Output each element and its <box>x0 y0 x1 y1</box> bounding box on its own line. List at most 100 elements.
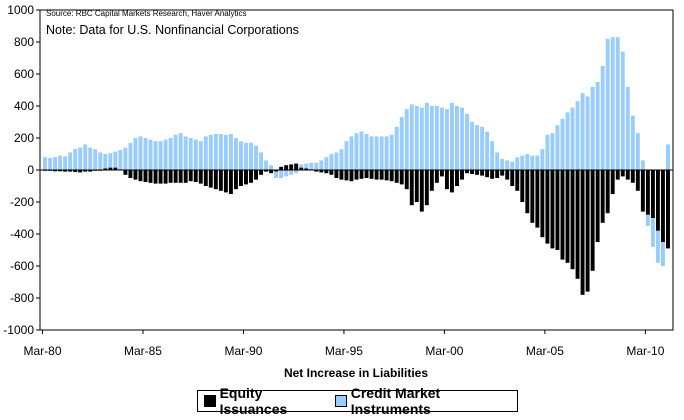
bar-equity-67 <box>379 170 384 180</box>
bar-credit-59 <box>339 149 344 170</box>
y-tick-label: -200 <box>10 195 34 209</box>
bar-equity-47 <box>279 166 284 170</box>
bar-equity-23 <box>158 170 163 184</box>
x-tick-label: Mar-00 <box>425 344 463 358</box>
bar-credit-107 <box>580 93 585 170</box>
bar-equity-30 <box>193 170 198 182</box>
bar-equity-102 <box>555 170 560 250</box>
bar-equity-99 <box>540 170 545 238</box>
bar-credit-81 <box>449 102 454 170</box>
bar-equity-78 <box>434 170 439 183</box>
y-tick-label: 400 <box>14 99 34 113</box>
bar-equity-98 <box>535 170 540 228</box>
bar-credit-9 <box>88 147 93 170</box>
bar-equity-6 <box>73 170 78 172</box>
bar-equity-25 <box>168 170 173 183</box>
data-note: Note: Data for U.S. Nonfinancial Corpora… <box>46 23 299 37</box>
bar-equity-19 <box>138 170 143 182</box>
bar-equity-95 <box>520 170 525 202</box>
bar-equity-4 <box>63 170 68 172</box>
bar-credit-41 <box>249 142 253 170</box>
bar-equity-106 <box>575 170 580 279</box>
y-tick-label: 800 <box>14 35 34 49</box>
bar-credit-52 <box>304 163 309 169</box>
bar-credit-39 <box>238 141 243 170</box>
bar-equity-65 <box>369 170 374 179</box>
bar-credit-57 <box>329 154 334 170</box>
bar-credit-74 <box>414 106 419 170</box>
bar-equity-36 <box>223 170 228 193</box>
bar-equity-104 <box>565 170 570 263</box>
bar-credit-82 <box>455 106 459 170</box>
x-tick-label: Mar-05 <box>526 344 564 358</box>
bar-credit-113 <box>610 37 615 171</box>
bar-credit-66 <box>374 136 379 170</box>
legend-swatch-equity <box>204 395 216 407</box>
bar-equity-118 <box>635 170 640 191</box>
bar-credit-34 <box>213 134 218 170</box>
bar-equity-107 <box>580 170 585 295</box>
bar-equity-31 <box>198 170 203 184</box>
bar-equity-5 <box>68 170 73 172</box>
bar-equity-113 <box>610 170 615 194</box>
x-tick-label: Mar-80 <box>24 344 62 358</box>
bar-equity-41 <box>249 170 253 183</box>
bar-credit-101 <box>550 133 555 170</box>
bar-equity-48 <box>284 165 289 170</box>
bar-equity-44 <box>264 170 269 172</box>
bar-credit-25 <box>168 138 173 170</box>
bar-credit-50 <box>294 170 299 174</box>
y-tick-label: 200 <box>14 131 34 145</box>
bar-credit-67 <box>379 136 384 170</box>
bar-equity-111 <box>600 170 605 223</box>
bar-credit-38 <box>233 138 238 170</box>
bar-credit-22 <box>153 141 158 170</box>
bar-credit-6 <box>73 149 78 170</box>
bar-credit-15 <box>118 150 123 170</box>
bar-credit-75 <box>419 107 424 170</box>
bar-equity-57 <box>329 170 334 175</box>
bar-credit-56 <box>324 157 329 170</box>
bar-credit-20 <box>143 138 148 170</box>
bar-credit-65 <box>369 136 374 170</box>
bar-equity-109 <box>590 170 595 271</box>
bar-equity-77 <box>429 170 434 191</box>
bar-equity-9 <box>88 170 93 172</box>
bar-credit-99 <box>540 149 545 170</box>
bar-equity-79 <box>439 170 444 177</box>
bar-equity-59 <box>339 170 344 180</box>
bar-equity-32 <box>203 170 208 186</box>
bar-credit-35 <box>218 134 223 170</box>
bar-equity-115 <box>620 170 625 177</box>
bar-equity-43 <box>259 170 264 175</box>
bar-equity-74 <box>414 170 419 202</box>
bar-credit-106 <box>575 101 580 170</box>
source-note: Source: RBC Capital Markets Research, Ha… <box>46 9 247 18</box>
bar-credit-28 <box>183 136 188 170</box>
x-axis-label: Net Increase in Liabilities <box>284 366 428 380</box>
bar-credit-98 <box>535 155 540 170</box>
bar-equity-73 <box>409 170 414 206</box>
bar-credit-121 <box>650 218 655 247</box>
bar-credit-23 <box>158 141 163 170</box>
bar-credit-90 <box>495 152 500 170</box>
bar-equity-82 <box>455 170 459 186</box>
legend-item-equity: Equity Issuances <box>204 385 329 417</box>
bar-credit-19 <box>138 136 143 170</box>
bar-credit-49 <box>289 170 294 175</box>
bar-credit-120 <box>645 214 650 226</box>
bar-equity-68 <box>384 170 389 181</box>
bar-equity-88 <box>485 170 490 178</box>
bar-credit-69 <box>389 134 394 170</box>
bar-equity-24 <box>163 170 168 184</box>
bar-credit-86 <box>475 125 480 170</box>
bar-equity-85 <box>470 170 475 174</box>
bar-credit-24 <box>163 139 168 170</box>
x-tick-label: Mar-95 <box>325 344 363 358</box>
bar-equity-7 <box>78 170 83 173</box>
bar-equity-83 <box>460 170 464 180</box>
bar-credit-46 <box>274 171 279 178</box>
bar-credit-109 <box>590 86 595 170</box>
legend-swatch-credit <box>335 395 347 407</box>
bar-credit-7 <box>78 147 83 170</box>
